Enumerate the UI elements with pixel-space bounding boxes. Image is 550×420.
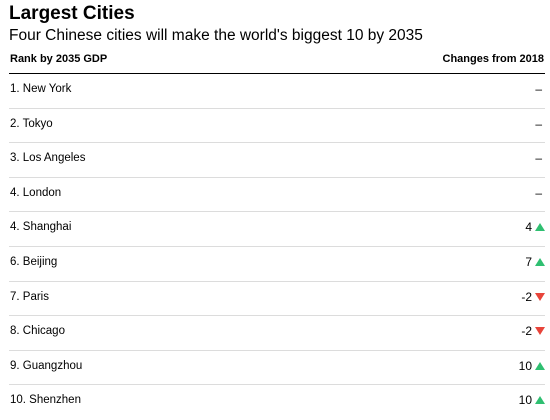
triangle-up-icon [535,223,545,232]
table-row: 1. New York – [9,74,545,109]
city-label: 6. Beijing [10,255,58,268]
change-cell: 10 [519,359,545,373]
change-value: – [535,116,542,131]
change-value: -2 [521,289,532,304]
change-cell: -2 [521,324,545,338]
change-value: 10 [518,358,532,373]
table-row: 3. Los Angeles – [9,143,545,178]
change-value: 7 [525,254,532,269]
city-label: 10. Shenzhen [10,394,81,407]
city-label: 1. New York [10,83,72,95]
city-label: 4. London [10,186,62,199]
triangle-up-icon [535,396,545,405]
change-cell: 10 [519,393,545,407]
triangle-down-icon [535,327,545,336]
change-cell: 4 [525,220,545,234]
change-value: -2 [521,324,532,339]
table-row: 6. Beijing 7 [9,247,545,282]
city-label: 8. Chicago [10,325,65,338]
city-label: 7. Paris [10,290,49,303]
triangle-down-icon [535,292,545,301]
city-label: 9. Guangzhou [10,359,83,372]
change-cell: – [535,117,545,131]
change-cell: – [535,151,545,165]
column-header-changes: Changes from 2018 [442,53,544,65]
table-header: Rank by 2035 GDP Changes from 2018 [9,52,545,74]
table-row: 9. Guangzhou 10 [9,351,545,386]
change-cell: 7 [525,255,545,269]
change-value: – [535,185,542,200]
table-row: 4. Shanghai 4 [9,212,545,247]
page-subtitle: Four Chinese cities will make the world'… [9,27,423,44]
column-header-rank: Rank by 2035 GDP [10,53,108,65]
change-cell: – [535,82,545,96]
triangle-up-icon [535,257,545,266]
city-label: 3. Los Angeles [10,152,86,165]
table-body: 1. New York –2. Tokyo –3. Los Angeles –4. L… [9,74,545,420]
city-label: 2. Tokyo [10,117,53,130]
table-row: 2. Tokyo – [9,109,545,144]
triangle-up-icon [535,361,545,370]
change-cell: – [535,186,545,200]
change-cell: -2 [521,290,545,304]
table-row: 10. Shenzhen 10 [9,385,545,420]
change-value: – [535,82,542,96]
change-value: 4 [525,220,532,235]
table-row: 7. Paris -2 [9,282,545,317]
page-title: Largest Cities [9,3,135,24]
table-row: 4. London – [9,178,545,213]
city-label: 4. Shanghai [10,221,72,234]
change-value: 10 [518,393,532,408]
table-row: 8. Chicago -2 [9,316,545,351]
change-value: – [535,151,542,166]
